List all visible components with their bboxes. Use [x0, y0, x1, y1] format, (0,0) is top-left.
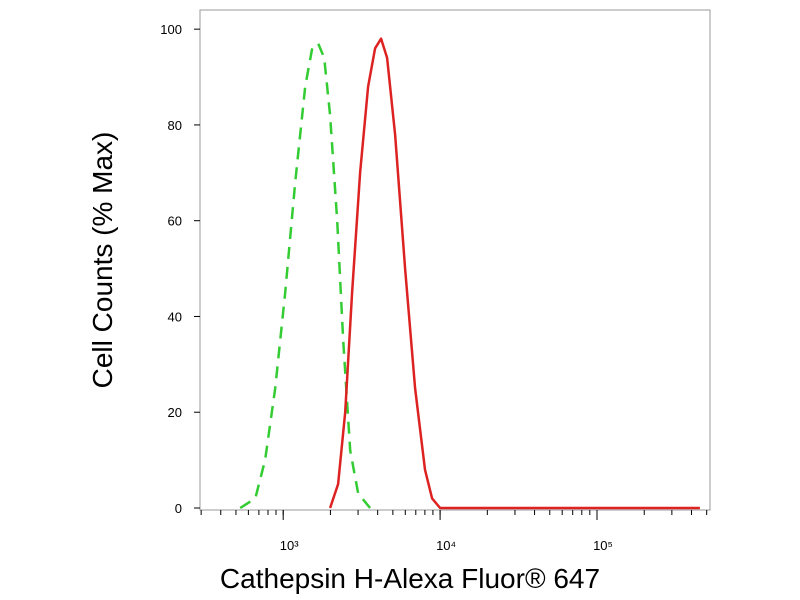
y-axis-title: Cell Counts (% Max)	[87, 132, 118, 389]
x-axis-title: Cathepsin H-Alexa Fluor® 647	[220, 563, 600, 594]
x-tick-label: 10⁵	[593, 538, 613, 553]
y-tick-label: 20	[168, 405, 182, 420]
x-tick-label: 10³	[280, 538, 299, 553]
y-tick-label: 100	[160, 22, 182, 37]
y-tick-label: 60	[168, 214, 182, 229]
y-tick-label: 80	[168, 118, 182, 133]
y-tick-label: 0	[175, 501, 182, 516]
plot-frame	[199, 9, 711, 511]
series-line	[328, 37, 700, 510]
x-tick-label: 10⁴	[436, 538, 456, 553]
y-tick-label: 40	[168, 309, 182, 324]
